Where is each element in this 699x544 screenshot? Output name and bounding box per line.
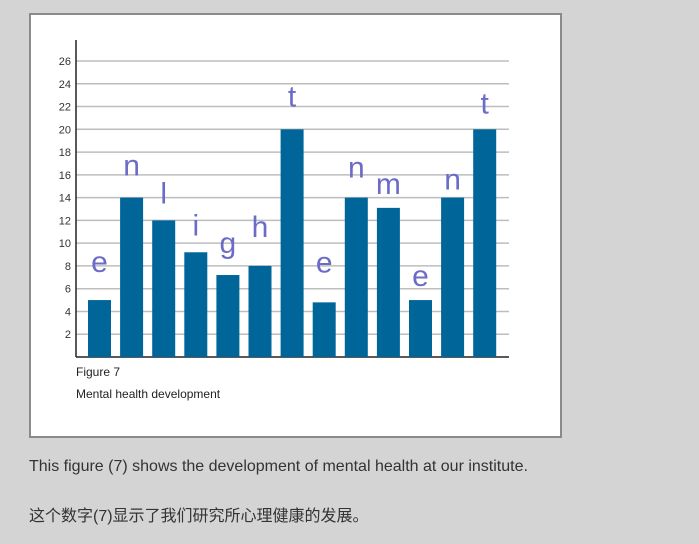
bar — [473, 129, 497, 357]
figure-frame: 2 4 6 8 10 12 14 16 18 20 22 24 26 e n l i g h t e n m e n t Figu… — [29, 13, 562, 438]
chinese-caption: 这个数字(7)显示了我们研究所心理健康的发展。 — [29, 508, 369, 525]
bar-annotation: t — [288, 80, 297, 113]
english-caption: This figure (7) shows the development of… — [29, 458, 528, 475]
bar — [441, 197, 465, 357]
bar — [312, 302, 336, 357]
bar — [248, 265, 272, 357]
figure-title: Figure 7 — [76, 365, 121, 379]
bar — [409, 300, 432, 357]
bar — [184, 252, 208, 357]
y-tick-label: 4 — [65, 306, 71, 318]
y-tick-label: 16 — [59, 170, 71, 182]
figure-subtitle: Mental health development — [76, 387, 221, 401]
y-tick-label: 14 — [59, 193, 71, 205]
y-tick-label: 12 — [59, 215, 71, 227]
bar — [376, 207, 400, 357]
bar-annotation: h — [252, 211, 269, 244]
bar — [88, 300, 111, 357]
bar-annotation: n — [444, 164, 461, 197]
bar-annotation: n — [123, 150, 140, 183]
bar — [120, 197, 144, 357]
bar — [280, 129, 304, 357]
y-tick-label: 8 — [65, 261, 71, 273]
bar — [216, 275, 240, 357]
y-tick-label: 2 — [65, 329, 71, 341]
bar-annotation: e — [316, 246, 333, 279]
y-tick-label: 24 — [59, 79, 71, 91]
y-tick-label: 18 — [59, 147, 71, 159]
bar-annotation: e — [91, 246, 108, 279]
bar-annotation: l — [160, 177, 167, 210]
y-tick-label: 10 — [59, 238, 71, 250]
bar-annotation: m — [376, 168, 401, 201]
bar — [344, 197, 368, 357]
bar-annotation: g — [220, 227, 237, 260]
y-tick-label: 6 — [65, 284, 71, 296]
bar-annotation: n — [348, 152, 365, 185]
y-tick-label: 26 — [59, 56, 71, 68]
bar-annotation: e — [412, 260, 429, 293]
bar — [152, 220, 176, 357]
bar-annotation: t — [481, 87, 490, 120]
y-tick-label: 20 — [59, 124, 71, 136]
bar-annotation: i — [192, 209, 199, 242]
y-tick-label: 22 — [59, 102, 71, 114]
